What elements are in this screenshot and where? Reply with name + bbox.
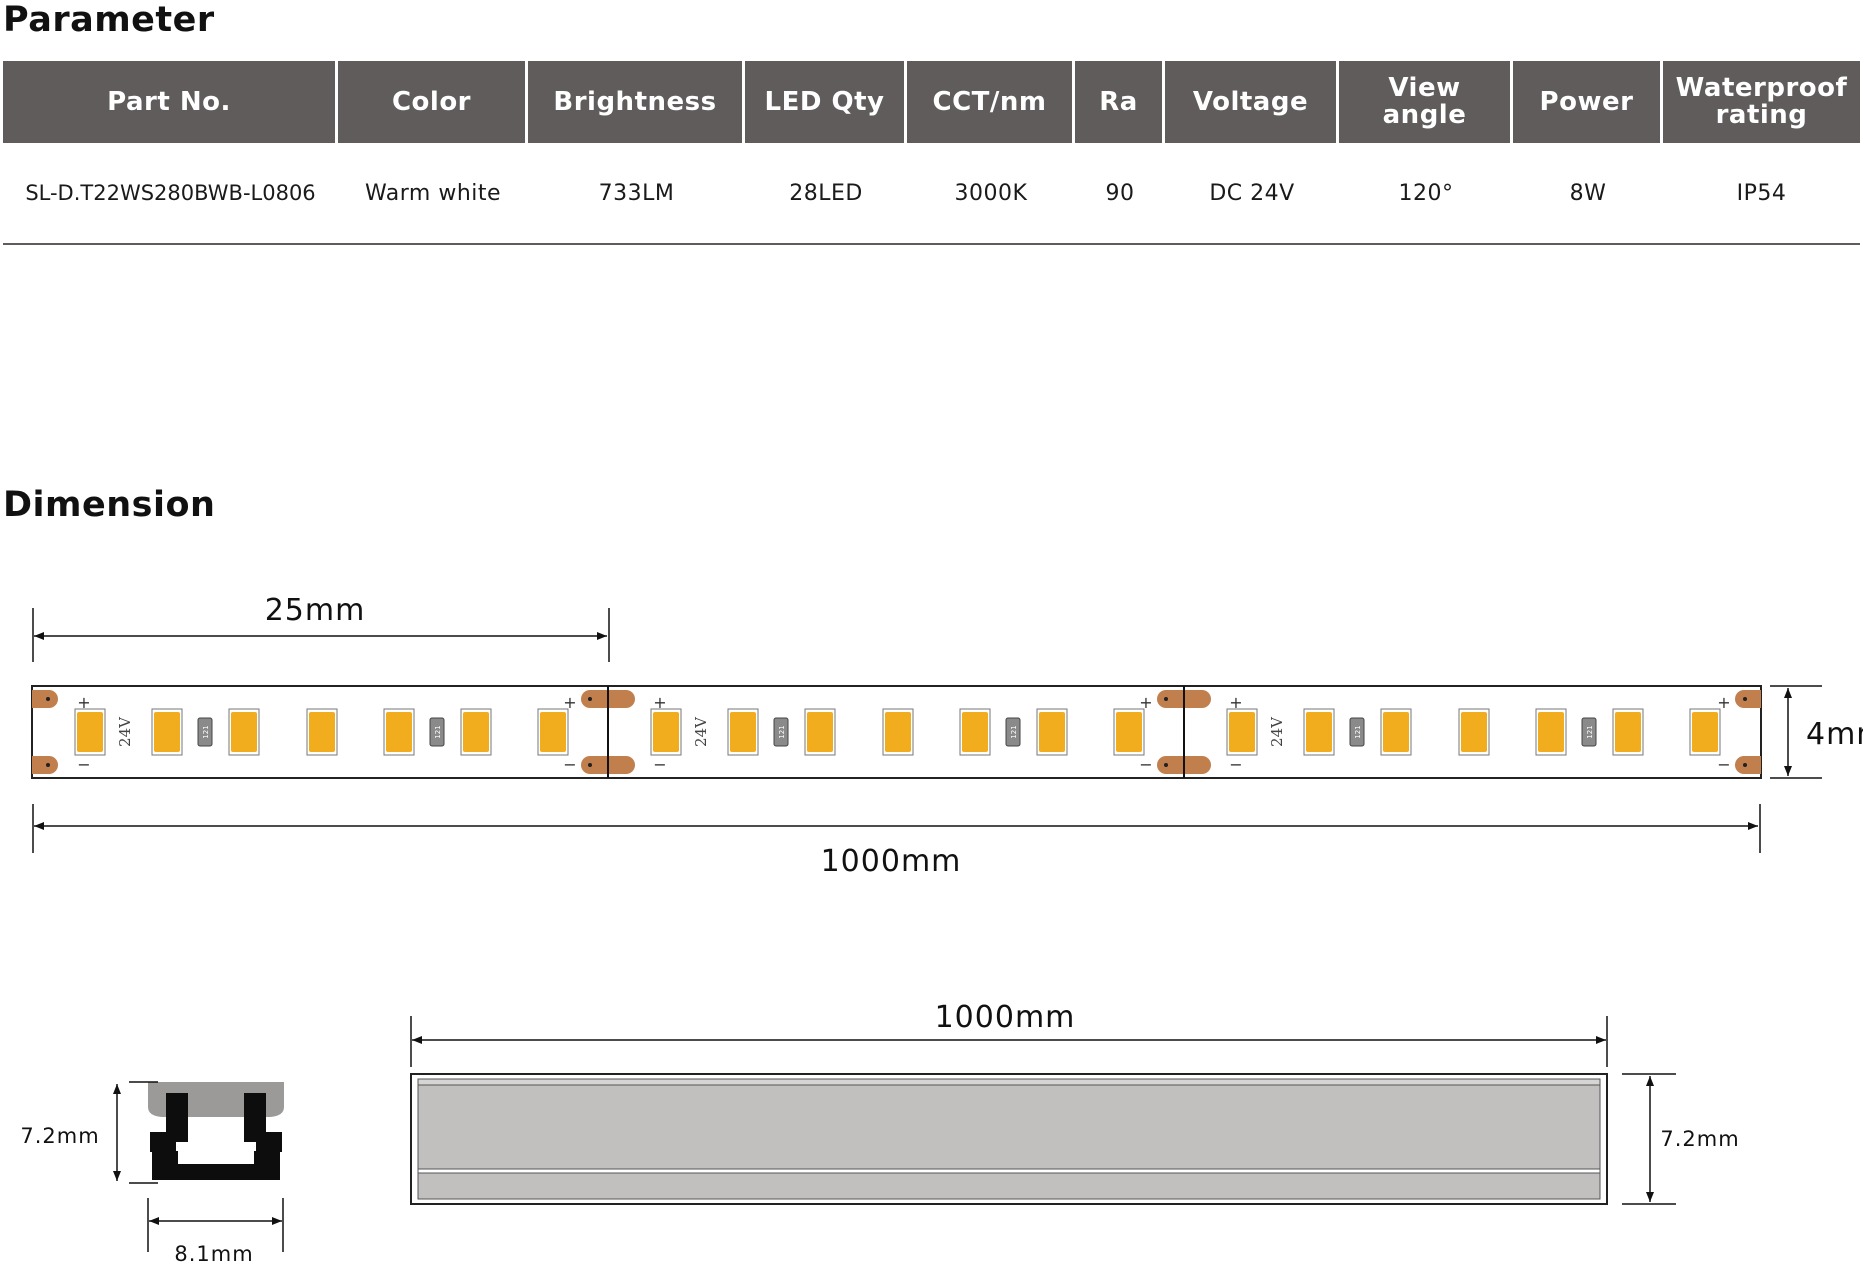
cell-ra: 90 (1075, 143, 1165, 245)
led-chip (885, 712, 911, 752)
minus-mark: − (1717, 755, 1730, 774)
parameter-table: Part No. Color Brightness LED Qty CCT/nm… (3, 61, 1860, 245)
cell-brightness: 733LM (528, 143, 745, 245)
cell-voltage: DC 24V (1165, 143, 1339, 245)
pad-dot (1164, 763, 1168, 767)
table-row: SL-D.T22WS280BWB-L0806 Warm white 733LM … (3, 143, 1860, 245)
plus-mark: + (77, 693, 90, 712)
profile-side-view: 1000mm 7.2mm (410, 1000, 1739, 1205)
minus-mark: − (1229, 755, 1242, 774)
cell-cct: 3000K (907, 143, 1075, 245)
minus-mark: − (77, 755, 90, 774)
led-chip (154, 712, 180, 752)
cell-color: Warm white (338, 143, 528, 245)
led-chip (77, 712, 103, 752)
cell-waterproof: IP54 (1663, 143, 1860, 245)
strip-width-dimension: 4mm (1770, 685, 1863, 779)
plus-mark: + (1229, 693, 1242, 712)
resistor (1349, 717, 1365, 747)
profile-cross-section: 7.2mm 8.1mm (20, 1081, 284, 1266)
resistor-mark: 121 (202, 725, 210, 738)
led-chip (1039, 712, 1065, 752)
minus-mark: − (1139, 755, 1152, 774)
header-brightness: Brightness (528, 61, 745, 143)
voltage-mark: 24V (1268, 716, 1286, 747)
solder-pad (32, 690, 42, 708)
resistor-mark: 121 (434, 725, 442, 738)
table-header-row: Part No. Color Brightness LED Qty CCT/nm… (3, 61, 1860, 143)
resistor-mark: 121 (1354, 725, 1362, 738)
dimension-heading: Dimension (3, 485, 216, 525)
led-chip (1692, 712, 1718, 752)
cut-length-label: 25mm (265, 593, 366, 628)
resistor (1005, 717, 1021, 747)
strip-length-label: 1000mm (821, 844, 962, 879)
strip-width-label: 4mm (1806, 717, 1863, 752)
led-chip (309, 712, 335, 752)
led-chip (1461, 712, 1487, 752)
led-chip (1615, 712, 1641, 752)
resistor-mark: 121 (1010, 725, 1018, 738)
section-height-label: 7.2mm (20, 1124, 99, 1148)
plus-mark: + (1139, 693, 1152, 712)
header-power: Power (1513, 61, 1663, 143)
cell-led-qty: 28LED (745, 143, 907, 245)
plus-mark: + (1717, 693, 1730, 712)
led-chip (1538, 712, 1564, 752)
pad-dot (1164, 697, 1168, 701)
header-part-no: Part No. (3, 61, 338, 143)
led-chip (730, 712, 756, 752)
led-chip (962, 712, 988, 752)
header-cct: CCT/nm (907, 61, 1075, 143)
led-chip (653, 712, 679, 752)
pad-dot (588, 763, 592, 767)
led-chip (386, 712, 412, 752)
cell-power: 8W (1513, 143, 1663, 245)
voltage-mark: 24V (692, 716, 710, 747)
solder-pad (32, 756, 42, 774)
cut-length-dimension: 25mm (32, 593, 610, 662)
led-chip (1306, 712, 1332, 752)
led-chip (807, 712, 833, 752)
header-waterproof: Waterproof rating (1663, 61, 1860, 143)
pad-dot (1743, 697, 1747, 701)
cell-part-no: SL-D.T22WS280BWB-L0806 (3, 143, 338, 245)
header-color: Color (338, 61, 528, 143)
voltage-mark: 24V (116, 716, 134, 747)
resistor (197, 717, 213, 747)
solder-pad (1751, 756, 1761, 774)
profile-length-label: 1000mm (935, 1000, 1076, 1035)
led-chip (231, 712, 257, 752)
header-voltage: Voltage (1165, 61, 1339, 143)
minus-mark: − (563, 755, 576, 774)
resistor-mark: 121 (778, 725, 786, 738)
led-chip (463, 712, 489, 752)
plus-mark: + (653, 693, 666, 712)
resistor-mark: 121 (1586, 725, 1594, 738)
pad-dot (1743, 763, 1747, 767)
plus-mark: + (563, 693, 576, 712)
cell-view-angle: 120° (1339, 143, 1513, 245)
strip-length-dimension: 1000mm (32, 804, 1761, 879)
pad-dot (46, 763, 50, 767)
led-chip (540, 712, 566, 752)
resistor (429, 717, 445, 747)
minus-mark: − (653, 755, 666, 774)
led-strip: + − 24V 121 121 + − 24V 121 121 + − 24V 121 121 + − + − + − (31, 685, 1762, 779)
led-chip (1383, 712, 1409, 752)
solder-pad (1751, 690, 1761, 708)
led-chip (1229, 712, 1255, 752)
parameter-heading: Parameter (3, 0, 215, 40)
resistor (1581, 717, 1597, 747)
header-led-qty: LED Qty (745, 61, 907, 143)
led-chip (1116, 712, 1142, 752)
pad-dot (46, 697, 50, 701)
section-width-label: 8.1mm (174, 1242, 253, 1266)
pad-dot (588, 697, 592, 701)
header-ra: Ra (1075, 61, 1165, 143)
profile-height-label: 7.2mm (1660, 1127, 1739, 1151)
resistor (773, 717, 789, 747)
header-view-angle: View angle (1339, 61, 1513, 143)
